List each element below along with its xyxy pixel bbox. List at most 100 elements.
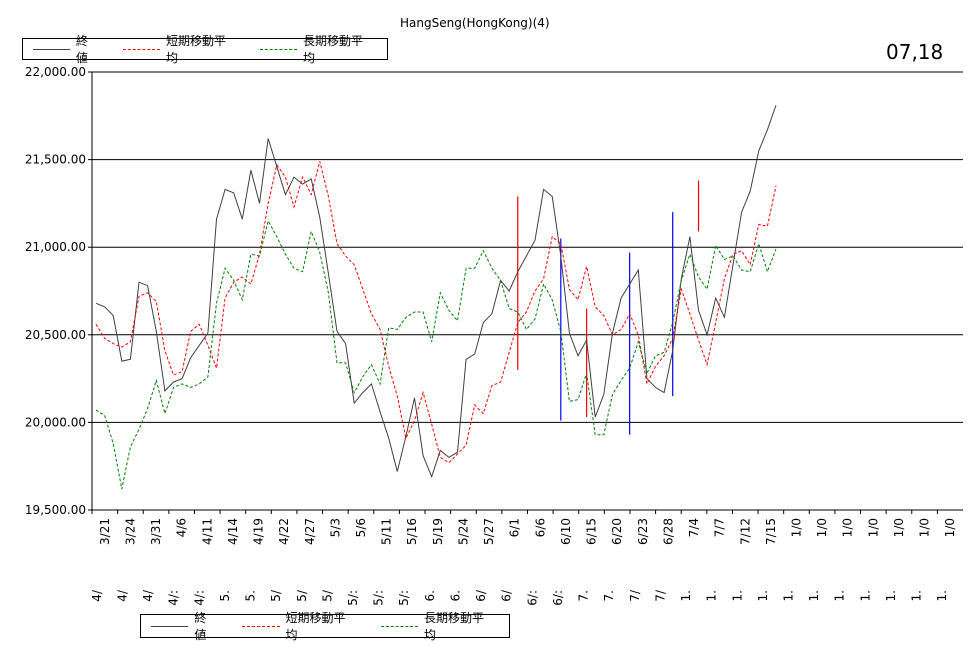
y-tick-label: 21,500.00: [25, 153, 86, 167]
close-price-line: [95, 105, 777, 479]
legend-label-short-ma: 短期移動平均: [166, 34, 227, 65]
x-tick-label: 1/0: [918, 518, 932, 537]
x-tick-label: 3/21: [98, 518, 112, 545]
x-bottom-label: 1.: [756, 590, 770, 601]
x-bottom-label: 4/:: [167, 590, 181, 606]
x-tick-label: 1/0: [815, 518, 829, 537]
x-bottom-label: 1.: [679, 590, 693, 601]
chart-title: HangSeng(HongKong)(4): [400, 16, 550, 30]
x-bottom-label: 6/: [474, 589, 488, 602]
x-bottom-label: 6/: [500, 589, 514, 602]
x-tick-label: 5/11: [380, 518, 394, 545]
x-bottom-label: 7/: [653, 589, 667, 602]
legend-item-short-ma: 短期移動平均: [113, 32, 236, 66]
legend-bottom-swatch-long-ma: [380, 625, 418, 627]
x-bottom-label: 5/:: [397, 590, 411, 606]
x-tick-label: 5/19: [431, 518, 445, 545]
x-tick-label: 4/14: [226, 518, 240, 545]
y-tick-label: 22,000.00: [25, 65, 86, 79]
legend-bottom-label-short-ma: 短期移動平均: [285, 611, 346, 642]
x-tick-label: 6/23: [636, 518, 650, 545]
x-bottom-label: 6.: [423, 590, 437, 601]
x-tick-label: 4/6: [175, 518, 189, 537]
y-tick-label: 19,500.00: [25, 503, 86, 517]
y-tick-label: 20,500.00: [25, 328, 86, 342]
x-bottom-label: 7.: [602, 590, 616, 601]
legend-bottom-item-short-ma: 短期移動平均: [232, 609, 356, 643]
legend-bottom-item-close: 終値: [141, 609, 218, 643]
x-tick-label: 4/19: [252, 518, 266, 545]
x-bottom-label: 6/:: [525, 590, 539, 606]
legend-top: 終値 短期移動平均 長期移動平均: [22, 34, 388, 65]
x-bottom-label: 4/: [141, 589, 155, 602]
x-tick-label: 1/0: [866, 518, 880, 537]
x-bottom-label: 1.: [833, 590, 847, 601]
x-bottom-label: 7.: [577, 590, 591, 601]
x-bottom-label: 1.: [910, 590, 924, 601]
x-tick-label: 3/24: [123, 518, 137, 545]
x-tick-label: 6/28: [661, 518, 675, 545]
x-bottom-label: 5.: [218, 590, 232, 601]
x-tick-label: 5/16: [405, 518, 419, 545]
x-tick-label: 5/24: [456, 518, 470, 545]
x-tick-label: 1/0: [841, 518, 855, 537]
x-bottom-label: 4/: [115, 589, 129, 602]
x-bottom-label: 5.: [244, 590, 258, 601]
long-ma-line: [95, 219, 777, 490]
x-tick-label: 3/31: [149, 518, 163, 545]
x-bottom-label: 4/: [90, 589, 104, 602]
legend-bottom-label-long-ma: 長期移動平均: [424, 611, 485, 642]
x-tick-label: 1/0: [892, 518, 906, 537]
x-tick-label: 7/15: [764, 518, 778, 545]
y-tick-label: 21,000.00: [25, 240, 86, 254]
x-tick-label: 5/27: [482, 518, 496, 545]
legend-swatch-close: [33, 48, 70, 50]
x-bottom-label: 6/:: [551, 590, 565, 606]
short-ma-line: [95, 161, 777, 464]
x-tick-label: 6/1: [508, 518, 522, 537]
x-tick-label: 4/11: [200, 518, 214, 545]
x-tick-label: 6/20: [610, 518, 624, 545]
x-bottom-label: 5/:: [372, 590, 386, 606]
legend-bottom-label-close: 終値: [194, 611, 207, 642]
legend-bottom-item-long-ma: 長期移動平均: [371, 609, 495, 643]
legend-bottom-swatch-short-ma: [242, 625, 280, 627]
legend-item-close: 終値: [23, 32, 99, 66]
legend-bottom: 終値 短期移動平均 長期移動平均: [140, 611, 510, 642]
x-bottom-label: 1.: [884, 590, 898, 601]
x-bottom-label: 1.: [858, 590, 872, 601]
x-tick-label: 1/0: [789, 518, 803, 537]
x-tick-label: 6/15: [585, 518, 599, 545]
x-bottom-label: 4/:: [192, 590, 206, 606]
code-label: 07,18: [886, 40, 944, 64]
x-bottom-label: 1.: [730, 590, 744, 601]
x-tick-label: 5/3: [328, 518, 342, 537]
x-tick-label: 6/6: [533, 518, 547, 537]
x-tick-label: 7/7: [713, 518, 727, 537]
x-bottom-label: 1.: [705, 590, 719, 601]
legend-label-long-ma: 長期移動平均: [302, 34, 363, 65]
x-bottom-label: 5/:: [346, 590, 360, 606]
legend-bottom-swatch-close: [151, 625, 189, 627]
x-tick-label: 5/6: [354, 518, 368, 537]
x-bottom-label: 1.: [935, 590, 949, 601]
x-bottom-label: 7/: [628, 589, 642, 602]
x-tick-label: 7/12: [738, 518, 752, 545]
x-bottom-label: 5/: [295, 589, 309, 602]
x-tick-label: 1/0: [943, 518, 957, 537]
x-bottom-label: 5/: [320, 589, 334, 602]
x-bottom-label: 5/: [269, 589, 283, 602]
legend-item-long-ma: 長期移動平均: [250, 32, 373, 66]
legend-label-close: 終値: [75, 34, 88, 65]
x-tick-label: 6/10: [559, 518, 573, 545]
x-tick-label: 4/22: [277, 518, 291, 545]
legend-swatch-long-ma: [260, 48, 297, 50]
x-tick-label: 7/4: [687, 518, 701, 537]
x-bottom-label: 1.: [807, 590, 821, 601]
x-bottom-label: 1.: [781, 590, 795, 601]
x-bottom-label: 6.: [448, 590, 462, 601]
legend-swatch-short-ma: [123, 48, 161, 50]
x-tick-label: 4/27: [303, 518, 317, 545]
y-tick-label: 20,000.00: [25, 415, 86, 429]
